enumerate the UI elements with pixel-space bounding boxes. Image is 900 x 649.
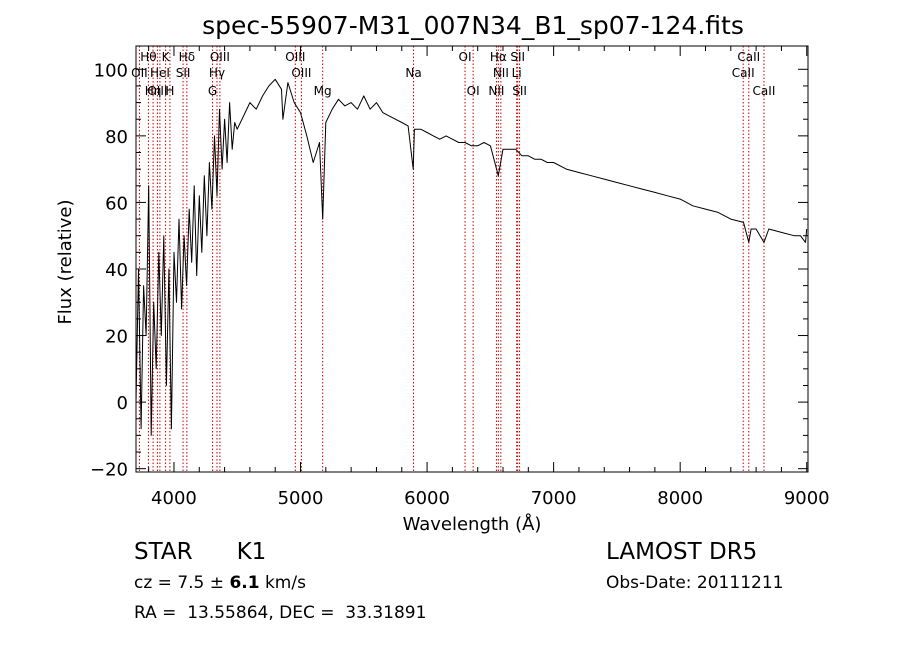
cz-error: 6.1 (229, 573, 260, 593)
x-tick-label-9000: 9000 (784, 488, 830, 509)
y-axis-label: Flux (relative) (55, 199, 76, 324)
class-label: STAR (134, 539, 193, 565)
line-label-20: NII (488, 84, 504, 98)
cz-label: cz = (134, 573, 178, 593)
line-label-23: SII (512, 84, 527, 98)
line-label-22: Li (512, 66, 522, 80)
line-label-1: OII (131, 66, 148, 80)
line-label-21: SII (510, 50, 525, 64)
ra-dec: RA = 13.55864, DEC = 33.31891 (134, 603, 427, 623)
spectrum-line-0 (135, 78, 808, 436)
line-label-14: Mg (314, 84, 332, 98)
x-tick-label-8000: 8000 (657, 488, 703, 509)
plot-frame (135, 45, 809, 473)
y-tick-label-80: 80 (105, 127, 128, 148)
cz-plus-minus: ± (204, 573, 230, 593)
line-label-24: CaII (737, 50, 760, 64)
y-tick-label-40: 40 (105, 260, 128, 281)
obs-date: Obs-Date: 20111211 (606, 573, 784, 593)
line-label-13: OIII (291, 66, 311, 80)
y-tick-label-0: 0 (117, 393, 128, 414)
line-label-5: Hη (145, 84, 162, 98)
line-label-7: H (165, 84, 174, 98)
line-label-16: OI (459, 50, 472, 64)
y-tick-label-20: 20 (105, 327, 128, 348)
x-tick-label-7000: 7000 (531, 488, 577, 509)
cz-value: 7.5 (177, 573, 205, 593)
survey-label: LAMOST DR5 (606, 539, 758, 565)
x-tick-label-4000: 4000 (151, 488, 197, 509)
subclass-label: K1 (236, 539, 267, 565)
line-label-3: K (162, 50, 171, 64)
line-label-11: G (208, 84, 217, 98)
cz-unit: km/s (259, 573, 306, 593)
line-label-10: Hγ (209, 66, 225, 80)
line-marker-layer (138, 46, 765, 472)
line-label-0: Hθ (140, 50, 156, 64)
spectrum-chart: spec-55907-M31_007N34_B1_sp07-124.fits W… (55, 11, 830, 535)
line-label-4: HeI (150, 66, 170, 80)
x-axis-label: Wavelength (Å) (403, 513, 542, 535)
line-label-17: OI (467, 84, 480, 98)
line-label-26: CaII (753, 84, 776, 98)
y-tick-label-100: 100 (94, 60, 128, 81)
y-tick-label--20: −20 (90, 460, 128, 481)
chart-title: spec-55907-M31_007N34_B1_sp07-124.fits (202, 11, 744, 40)
line-label-15: Na (405, 66, 421, 80)
spectral-class: STAR K1 (134, 539, 266, 565)
x-tick-layer: 4000 5000 6000 7000 8000 9000 (148, 46, 830, 509)
line-label-25: CaII (732, 66, 755, 80)
line-label-6: SII (176, 66, 191, 80)
y-tick-label-60: 60 (105, 193, 128, 214)
y-tick-layer: −20 0 20 40 60 80 100 (90, 60, 808, 481)
line-label-9: OIII (210, 50, 230, 64)
line-label-19: NII (493, 66, 509, 80)
x-tick-label-6000: 6000 (404, 488, 450, 509)
line-label-12: OIII (285, 50, 305, 64)
redshift-line: cz = 7.5 ± 6.1 km/s (134, 573, 306, 593)
line-label-18: Hα (490, 50, 507, 64)
x-tick-label-5000: 5000 (278, 488, 324, 509)
line-label-8: Hδ (179, 50, 195, 64)
series-layer (135, 78, 808, 436)
line-label-2: OIII (147, 84, 167, 98)
